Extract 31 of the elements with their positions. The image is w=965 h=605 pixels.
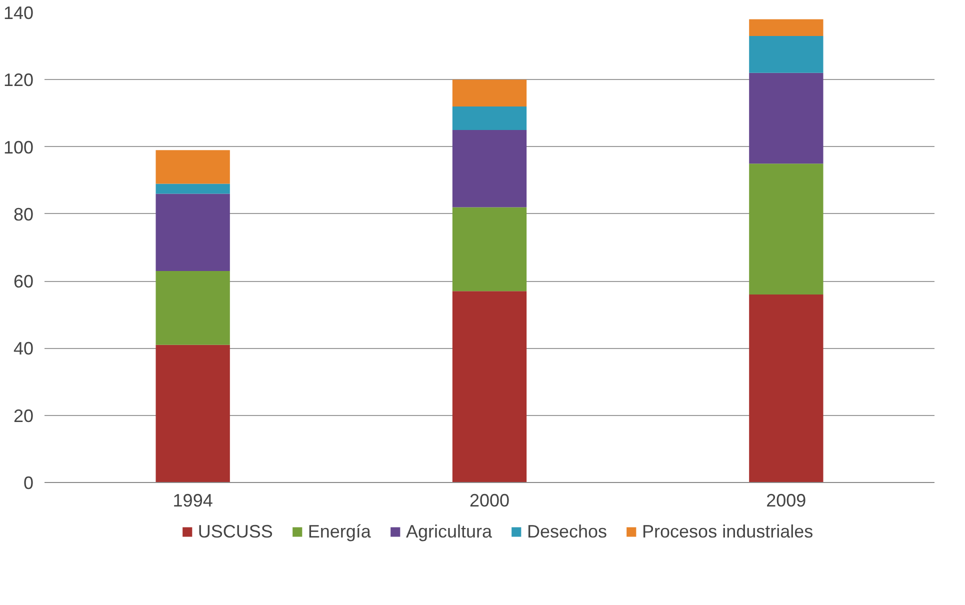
bar bbox=[452, 130, 527, 208]
bar bbox=[749, 72, 824, 164]
bar bbox=[749, 294, 824, 482]
x-tick-label: 2009 bbox=[766, 490, 806, 510]
y-tick-label: 80 bbox=[13, 204, 34, 224]
bar bbox=[156, 271, 230, 345]
bar bbox=[749, 164, 824, 294]
legend-label: Procesos industriales bbox=[642, 521, 814, 542]
legend-label: Agricultura bbox=[406, 521, 492, 542]
legend-label: Energía bbox=[308, 521, 371, 542]
y-tick-label: 20 bbox=[13, 406, 34, 426]
bar bbox=[452, 106, 527, 130]
y-tick-label: 140 bbox=[3, 3, 34, 23]
bar bbox=[749, 19, 824, 36]
bar bbox=[749, 36, 824, 73]
legend-label: Desechos bbox=[526, 521, 608, 542]
bar bbox=[452, 291, 527, 482]
bar bbox=[452, 80, 527, 106]
y-tick-label: 100 bbox=[3, 137, 34, 158]
bar bbox=[156, 344, 230, 482]
bar bbox=[452, 207, 527, 292]
y-tick-label: 60 bbox=[13, 272, 34, 292]
y-tick-label: 0 bbox=[23, 473, 34, 493]
bar bbox=[156, 194, 230, 271]
x-tick-label: 2000 bbox=[469, 490, 510, 510]
bar bbox=[156, 150, 230, 184]
y-tick-label: 40 bbox=[13, 338, 34, 359]
x-tick-label: 1994 bbox=[172, 490, 213, 510]
legend-label: USCUSS bbox=[198, 521, 273, 542]
y-tick-label: 120 bbox=[3, 70, 34, 90]
bar bbox=[156, 184, 230, 194]
